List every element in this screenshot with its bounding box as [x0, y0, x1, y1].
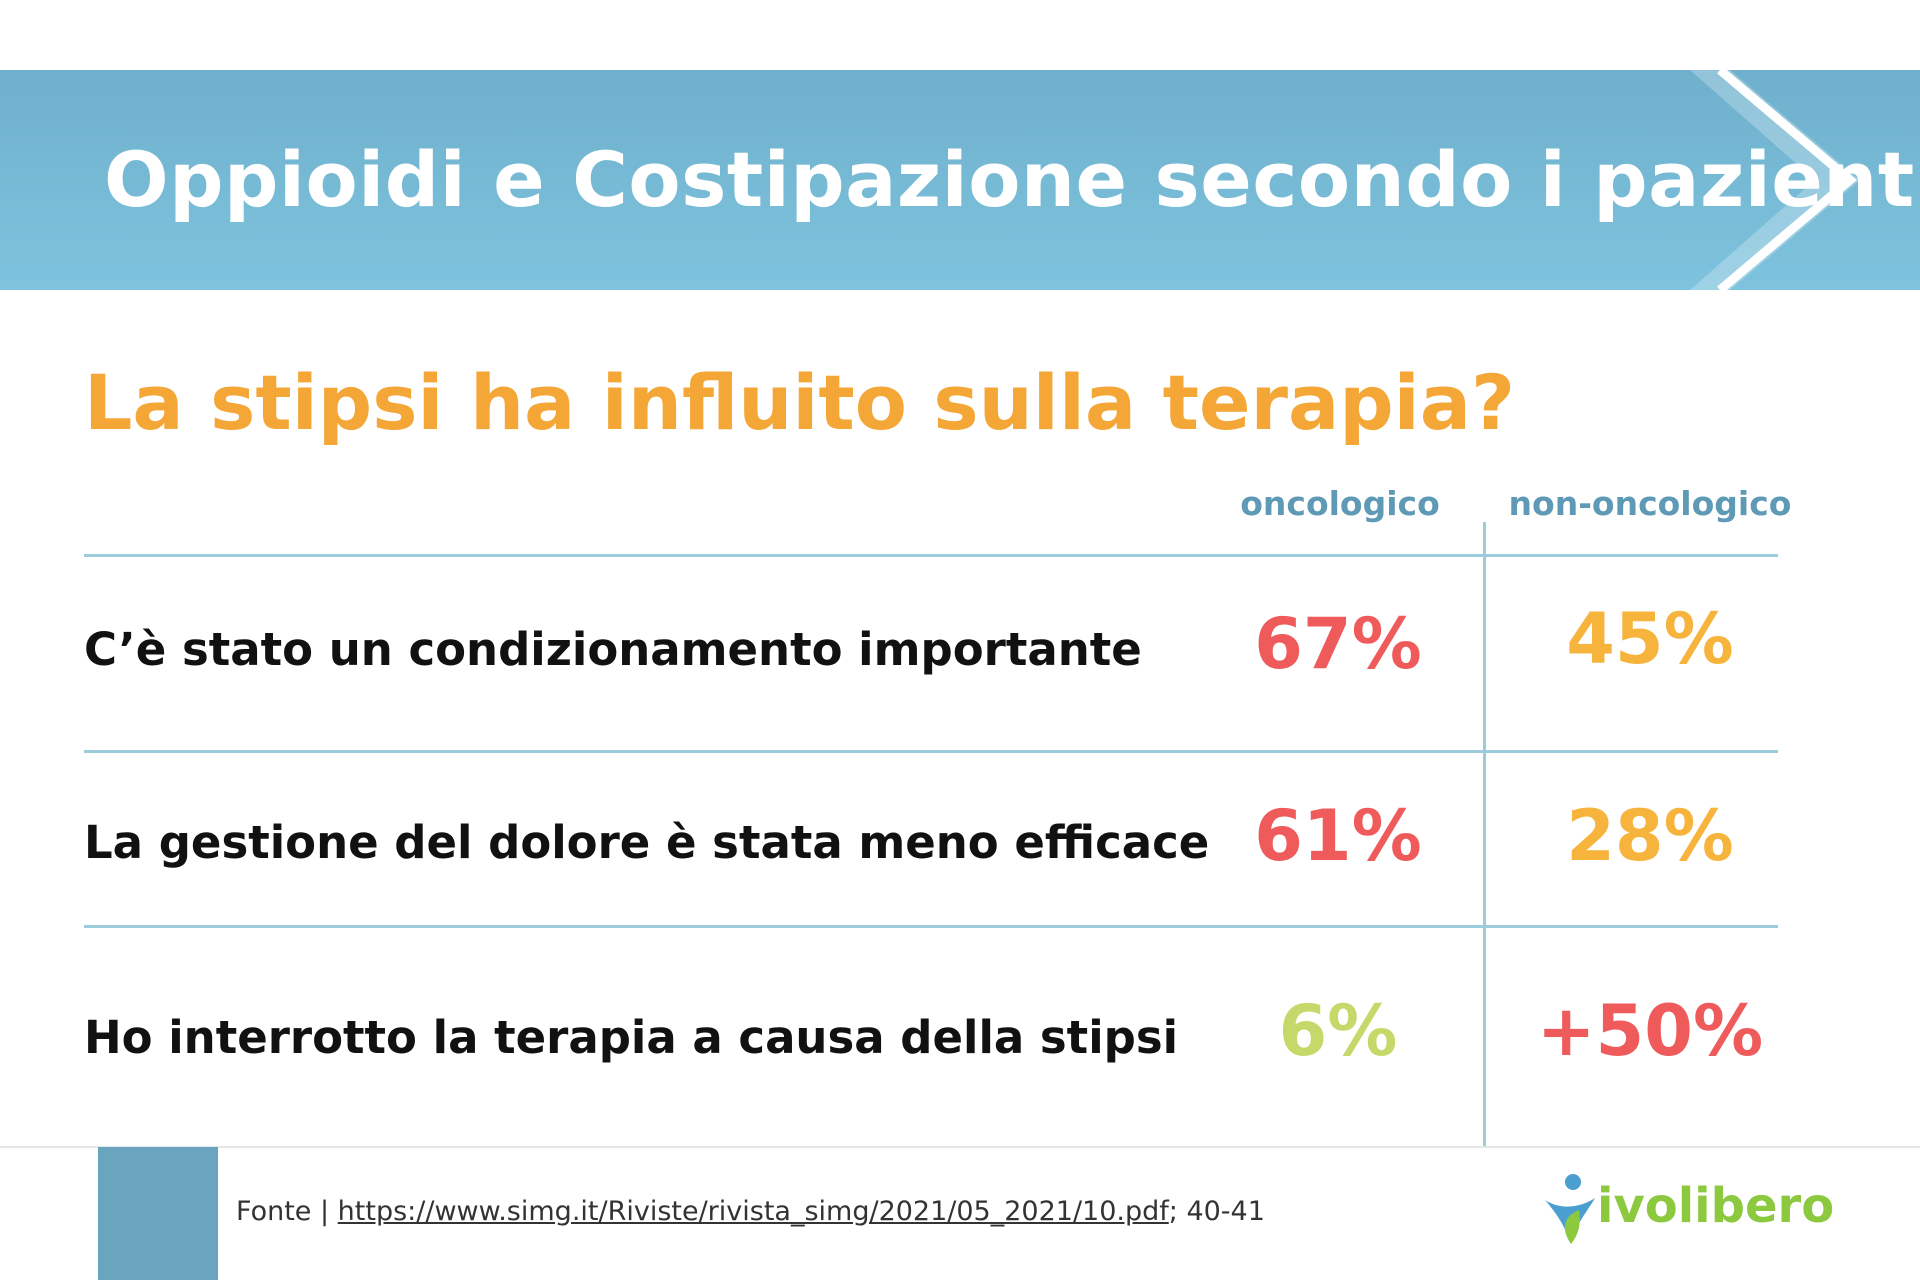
- value-oncologico-2: 61%: [1254, 795, 1422, 877]
- source-link[interactable]: https://www.simg.it/Riviste/rivista_simg…: [337, 1196, 1169, 1227]
- brand-logo: ivolibero: [1535, 1170, 1834, 1250]
- value-non-oncologico-2: 28%: [1566, 795, 1734, 877]
- chevron-right-icon: [1690, 70, 1860, 290]
- column-divider: [1483, 522, 1486, 1146]
- column-header-oncologico: oncologico: [1240, 484, 1440, 523]
- table-divider: [84, 925, 1778, 928]
- value-non-oncologico-1: 45%: [1566, 598, 1734, 680]
- row-label-3: Ho interrotto la terapia a causa della s…: [84, 1011, 1179, 1064]
- table-divider: [84, 750, 1778, 753]
- row-label-2: La gestione del dolore è stata meno effi…: [84, 816, 1210, 869]
- source-suffix: ; 40-41: [1168, 1196, 1265, 1227]
- row-label-1: C’è stato un condizionamento importante: [84, 623, 1142, 676]
- footer-accent-block: [98, 1147, 218, 1280]
- source-citation: Fonte | https://www.simg.it/Riviste/rivi…: [236, 1196, 1265, 1227]
- footer-divider: [0, 1146, 1920, 1148]
- source-prefix: Fonte |: [236, 1196, 338, 1227]
- brand-logo-text: ivolibero: [1597, 1178, 1835, 1234]
- person-leaf-icon: [1545, 1174, 1595, 1244]
- question-heading: La stipsi ha influito sulla terapia?: [84, 358, 1516, 447]
- value-oncologico-3: 6%: [1278, 990, 1398, 1072]
- value-oncologico-1: 67%: [1254, 603, 1422, 685]
- header-banner: Oppioidi e Costipazione secondo i pazien…: [0, 70, 1920, 290]
- page-title: Oppioidi e Costipazione secondo i pazien…: [104, 135, 1920, 224]
- table-divider: [84, 554, 1778, 557]
- column-header-non-oncologico: non-oncologico: [1508, 484, 1792, 523]
- value-non-oncologico-3: +50%: [1536, 990, 1764, 1072]
